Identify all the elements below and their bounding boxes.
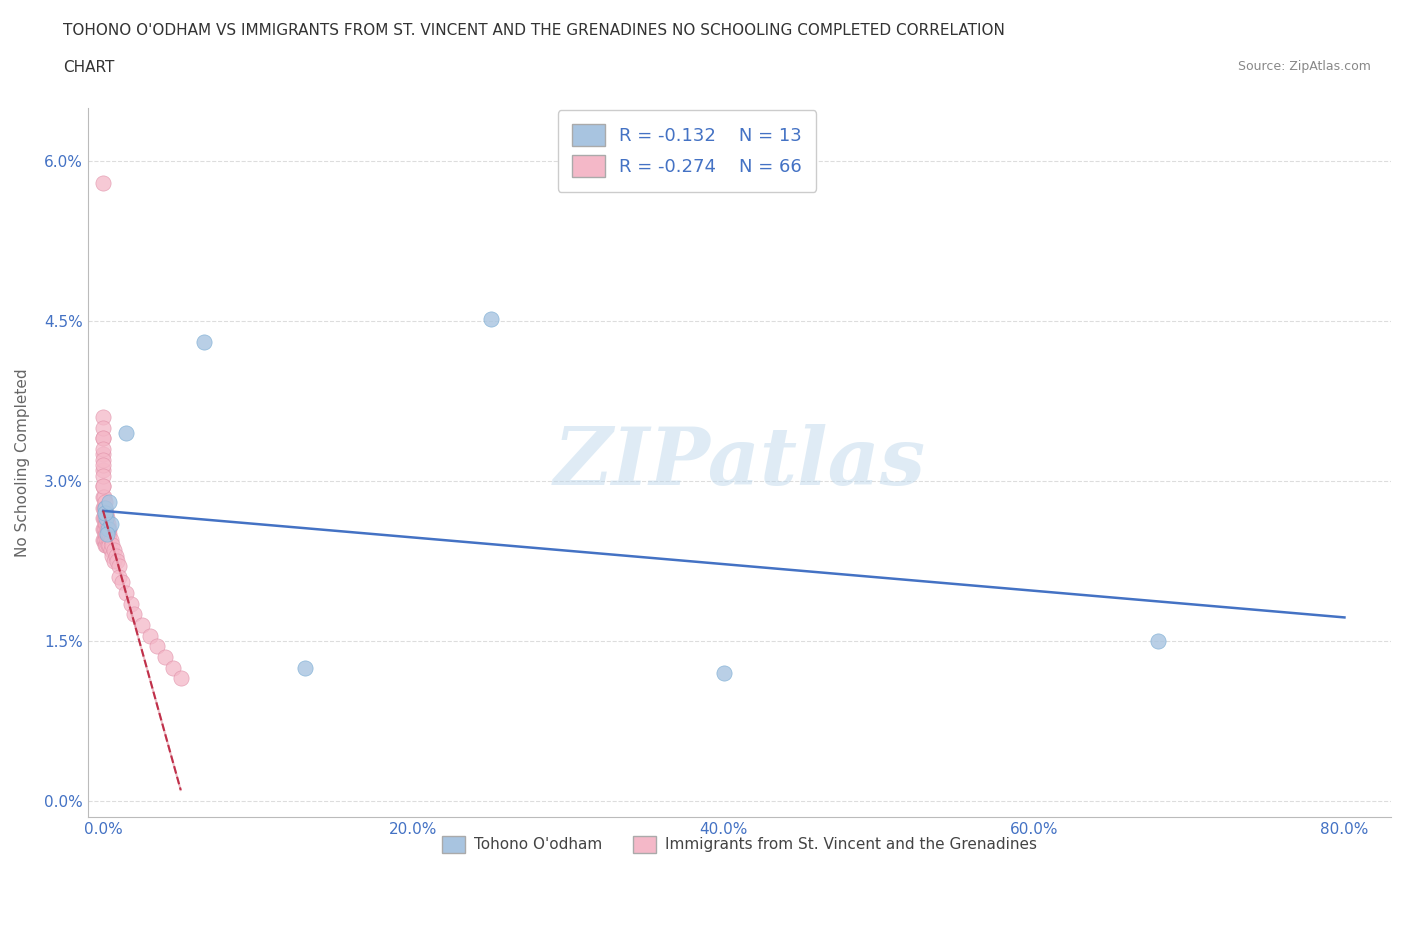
Point bbox=[100, 543, 122, 558]
Point bbox=[91, 463, 114, 478]
Point bbox=[97, 538, 120, 552]
Point bbox=[96, 511, 118, 525]
Point bbox=[91, 468, 114, 483]
Point bbox=[162, 660, 184, 675]
Point bbox=[91, 458, 114, 472]
Point bbox=[94, 511, 117, 525]
Point bbox=[91, 442, 114, 457]
Point bbox=[101, 548, 124, 563]
Point bbox=[98, 495, 121, 510]
Point bbox=[93, 532, 115, 547]
Point bbox=[120, 596, 142, 611]
Point bbox=[93, 522, 115, 537]
Point bbox=[93, 527, 115, 542]
Point bbox=[131, 618, 153, 632]
Point bbox=[93, 489, 115, 504]
Point bbox=[94, 532, 117, 547]
Point bbox=[91, 409, 114, 424]
Point bbox=[94, 500, 117, 515]
Point bbox=[111, 575, 134, 590]
Point bbox=[96, 527, 118, 542]
Point bbox=[107, 569, 129, 584]
Y-axis label: No Schooling Completed: No Schooling Completed bbox=[15, 368, 30, 557]
Point bbox=[96, 511, 118, 525]
Point bbox=[1147, 633, 1170, 648]
Point bbox=[138, 628, 160, 643]
Point bbox=[479, 312, 502, 326]
Text: Source: ZipAtlas.com: Source: ZipAtlas.com bbox=[1237, 60, 1371, 73]
Point bbox=[100, 532, 122, 547]
Text: TOHONO O'ODHAM VS IMMIGRANTS FROM ST. VINCENT AND THE GRENADINES NO SCHOOLING CO: TOHONO O'ODHAM VS IMMIGRANTS FROM ST. VI… bbox=[63, 23, 1005, 38]
Point bbox=[91, 479, 114, 494]
Point bbox=[100, 516, 122, 531]
Point bbox=[93, 500, 115, 515]
Point bbox=[93, 511, 115, 525]
Point bbox=[97, 527, 120, 542]
Point bbox=[91, 500, 114, 515]
Point bbox=[91, 175, 114, 190]
Point bbox=[93, 506, 115, 521]
Point bbox=[294, 660, 316, 675]
Point bbox=[91, 431, 114, 445]
Point bbox=[97, 532, 120, 547]
Point bbox=[122, 606, 145, 621]
Point bbox=[91, 522, 114, 537]
Point bbox=[105, 553, 128, 568]
Point bbox=[91, 431, 114, 445]
Point bbox=[94, 506, 117, 521]
Point bbox=[98, 538, 121, 552]
Point bbox=[103, 553, 125, 568]
Point bbox=[97, 522, 120, 537]
Point bbox=[103, 543, 125, 558]
Point bbox=[104, 548, 127, 563]
Point bbox=[91, 479, 114, 494]
Point bbox=[97, 516, 120, 531]
Point bbox=[107, 559, 129, 574]
Point bbox=[93, 538, 115, 552]
Point bbox=[115, 586, 138, 601]
Point bbox=[91, 420, 114, 435]
Point bbox=[96, 527, 118, 542]
Point bbox=[713, 665, 735, 680]
Point bbox=[91, 447, 114, 462]
Point bbox=[96, 532, 118, 547]
Point bbox=[101, 538, 124, 552]
Point bbox=[98, 527, 121, 542]
Point bbox=[91, 532, 114, 547]
Text: CHART: CHART bbox=[63, 60, 115, 75]
Point bbox=[115, 426, 138, 441]
Point bbox=[91, 452, 114, 467]
Point bbox=[155, 649, 177, 664]
Point bbox=[96, 522, 118, 537]
Point bbox=[94, 522, 117, 537]
Point bbox=[170, 671, 193, 685]
Point bbox=[93, 500, 115, 515]
Point bbox=[193, 335, 215, 350]
Text: ZIPatlas: ZIPatlas bbox=[553, 423, 925, 501]
Point bbox=[146, 639, 169, 654]
Point bbox=[93, 495, 115, 510]
Point bbox=[96, 516, 118, 531]
Point bbox=[96, 506, 118, 521]
Point bbox=[91, 489, 114, 504]
Point bbox=[97, 522, 120, 537]
Legend: Tohono O'odham, Immigrants from St. Vincent and the Grenadines: Tohono O'odham, Immigrants from St. Vinc… bbox=[436, 830, 1043, 858]
Point bbox=[96, 538, 118, 552]
Point bbox=[91, 511, 114, 525]
Point bbox=[93, 516, 115, 531]
